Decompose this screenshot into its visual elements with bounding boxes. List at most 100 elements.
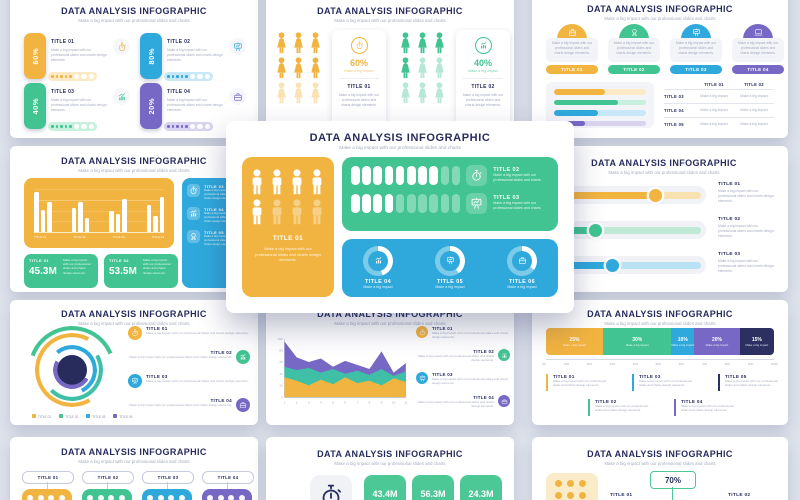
timeline-block: TITLE 03 Make a big impact with our prof… (632, 374, 696, 391)
dot (167, 75, 170, 78)
presentation-icon (446, 256, 455, 265)
svg-text:80: 80 (279, 349, 283, 353)
slide-title: DATA ANALYSIS INFOGRAPHIC (591, 158, 737, 168)
bar-segment: 10% Make a big impact (671, 328, 695, 355)
slide-subtitle: Make a big impact with our professional … (78, 459, 190, 464)
bar-group (109, 186, 127, 232)
meter-segment (440, 166, 450, 185)
panel-title: TITLE 01 (272, 235, 304, 242)
donut-item: TITLE 06 Make a big impact (507, 245, 537, 290)
slide-thumb-dot-boxes[interactable]: DATA ANALYSIS INFOGRAPHIC Make a big imp… (10, 437, 258, 500)
table-col-header: TITLE 02 (744, 82, 764, 87)
stat-card: 60% Make a big impact TITLE 01 Make a bi… (332, 30, 386, 130)
connector (227, 482, 228, 489)
stopwatch-icon (187, 184, 200, 197)
dot (60, 75, 63, 78)
legend: TITLE 01 TITLE 02 TITLE 03 TITLE 04 (32, 414, 133, 419)
person-icon (291, 57, 306, 80)
hbar (554, 110, 599, 116)
slide-thumb-tabs-table[interactable]: DATA ANALYSIS INFOGRAPHIC Make a big imp… (532, 0, 788, 138)
slide-thumb-dot-grid[interactable]: DATA ANALYSIS INFOGRAPHIC Make a big imp… (532, 437, 788, 500)
donut-caption: Make a big impact (363, 284, 393, 289)
people-panel: TITLE 01 Make a big impact with our prof… (242, 157, 334, 297)
chart-icon (236, 350, 250, 364)
dot (147, 495, 153, 500)
tab-desc: Make a big impact with our professional … (732, 38, 784, 62)
svg-text:60: 60 (279, 360, 283, 364)
stopwatch-icon (466, 165, 488, 186)
presentation-icon (229, 38, 246, 55)
dot (228, 495, 234, 500)
svg-text:3: 3 (308, 400, 310, 404)
dot (579, 492, 586, 499)
svg-text:2: 2 (296, 400, 298, 404)
slide-thumb-bar-chart[interactable]: DATA ANALYSIS INFOGRAPHIC Make a big imp… (10, 146, 258, 292)
person-icon (249, 169, 265, 195)
person-icon (291, 82, 306, 105)
dot (27, 495, 33, 500)
stat-chip: 43.4M (364, 475, 406, 500)
dot (69, 125, 72, 128)
table-col-header: TITLE 01 (704, 82, 724, 87)
dot (189, 123, 196, 130)
dot-box (22, 489, 72, 500)
stat-box: TITLE 02 53.5M Make a big impact with ou… (104, 254, 178, 288)
meter-segment (406, 194, 416, 213)
dot-box (142, 489, 192, 500)
person-icon (308, 57, 323, 80)
dot (178, 495, 185, 500)
briefcase-icon (557, 24, 587, 39)
meter-segment (384, 166, 394, 185)
data-table: TITLE 01 TITLE 02 TITLE 03 Make a big im… (664, 80, 774, 131)
meter-segment (351, 166, 360, 185)
stopwatch-icon (350, 37, 368, 54)
caption: Make a big impact (468, 69, 498, 73)
bar-segment: 25% Make a big impact (546, 328, 603, 355)
x-label: TITLE 03 (112, 235, 125, 239)
row-title: TITLE 02 (493, 167, 520, 173)
slide-thumb-featured[interactable]: DATA ANALYSIS INFOGRAPHIC Make a big imp… (226, 121, 574, 313)
donut-chart (435, 245, 465, 276)
dot (81, 73, 87, 80)
donut-caption: Make a big impact (435, 284, 465, 289)
slide-thumb-time-stats[interactable]: DATA ANALYSIS INFOGRAPHIC Make a big imp… (266, 437, 514, 500)
card-desc: Make a big impact with our professional … (338, 93, 380, 107)
dot (567, 480, 574, 487)
timeline-block: TITLE 01 Make a big impact with our prof… (546, 374, 610, 391)
title-pill: TITLE 04 (202, 471, 254, 484)
presentation-icon (128, 374, 142, 388)
slide-title: DATA ANALYSIS INFOGRAPHIC (61, 6, 207, 16)
meter-segment (373, 194, 382, 213)
person-icon (274, 32, 289, 55)
person-icon (415, 57, 430, 80)
slide-thumb-sliders[interactable]: DATA ANALYSIS INFOGRAPHIC Make a big imp… (540, 146, 788, 292)
person-icon (432, 57, 447, 80)
connector (167, 482, 168, 489)
slide-title: DATA ANALYSIS INFOGRAPHIC (61, 156, 207, 166)
slide-thumb-percent-cards[interactable]: DATA ANALYSIS INFOGRAPHIC Make a big imp… (10, 0, 258, 138)
tab-label: TITLE 01 (561, 67, 583, 72)
segments-panel: TITLE 02 Make a big impact with our prof… (342, 157, 558, 231)
people-group (274, 32, 326, 105)
donut-caption: Make a big impact (507, 284, 537, 289)
briefcase-icon (229, 88, 246, 105)
person-icon (308, 82, 323, 105)
svg-text:9: 9 (381, 400, 383, 404)
slide-thumb-people-ratio[interactable]: DATA ANALYSIS INFOGRAPHIC Make a big imp… (266, 0, 514, 138)
dot (180, 125, 184, 128)
slide-thumb-stacked-bar[interactable]: DATA ANALYSIS INFOGRAPHIC Make a big imp… (532, 300, 788, 425)
stat-chip: 24.3M (460, 475, 502, 500)
slider (554, 221, 706, 239)
dot (197, 123, 203, 130)
dot (55, 75, 59, 78)
slide-thumb-area-chart[interactable]: DATA ANALYSIS INFOGRAPHIC Make a big imp… (266, 300, 514, 425)
person-icon (269, 169, 285, 195)
slide-thumb-radial-chart[interactable]: DATA ANALYSIS INFOGRAPHIC Make a big imp… (10, 300, 258, 425)
stat-value: 43.4M (372, 489, 398, 499)
dot (87, 495, 93, 500)
progress-dots (48, 122, 98, 131)
people-group (398, 32, 450, 105)
axis-line (546, 359, 774, 360)
stopwatch-icon (310, 475, 352, 500)
person-icon (398, 57, 413, 80)
